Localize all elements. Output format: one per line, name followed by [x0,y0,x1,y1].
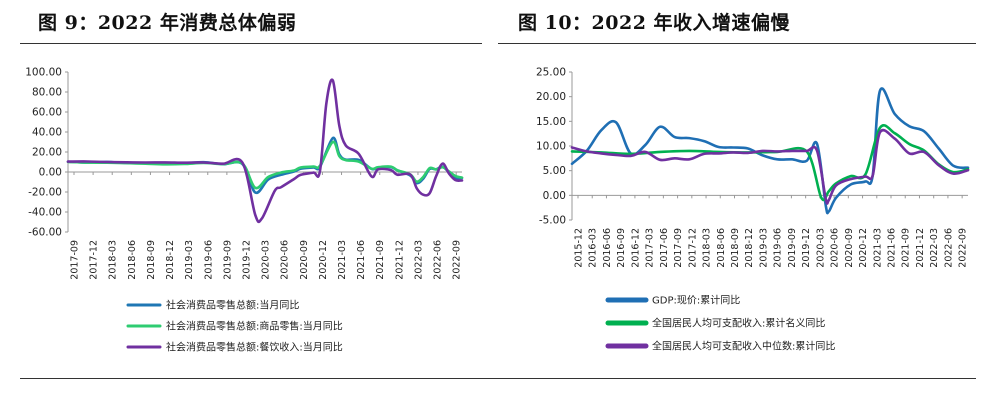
chart2-xtick-label: 2018-03 [702,228,713,268]
chart1-legend-label-1: 社会消费品零售总额:当月同比 [166,299,299,312]
chart1-xtick-label: 2022-03 [413,240,424,280]
chart2-xtick-label: 2021-12 [915,228,926,268]
chart2-ytick-label: 0.00 [543,190,566,202]
chart2-legend-label-1: GDP:现价:累计同比 [652,294,740,307]
chart1-xtick-label: 2021-06 [356,240,367,280]
chart2-ytick-label: 25.00 [536,67,566,79]
chart2-xtick-label: 2020-09 [844,228,855,268]
chart1-xtick-label: 2018-12 [165,240,176,280]
chart2-xtick-label: 2016-03 [588,228,599,268]
chart2-xtick-label: 2018-06 [716,228,727,268]
chart2-xtick-label: 2022-03 [929,228,940,268]
chart1-ytick-label: 40.00 [32,127,62,139]
chart2-top-rule [498,43,976,44]
chart1-xtick-label: 2017-09 [70,240,81,280]
chart1-xtick-label: 2020-03 [261,240,272,280]
chart2-xtick-label: 2020-03 [815,228,826,268]
chart2-title: 图 10：2022 年收入增速偏慢 [518,12,791,34]
chart1-legend-label-2: 社会消费品零售总额:商品零售:当月同比 [166,320,343,333]
chart2-xtick-label: 2019-12 [801,228,812,268]
chart1-ytick-label: 0.00 [39,167,62,179]
chart1-xtick-label: 2020-12 [318,240,329,280]
chart1-top-rule [20,43,482,44]
chart1-xtick-label: 2018-09 [146,240,157,280]
chart1-xtick-label: 2022-09 [452,240,463,280]
chart2-series-3-line [570,128,970,205]
chart1-xtick-label: 2020-06 [280,240,291,280]
chart2-xtick-label: 2021-06 [887,228,898,268]
chart2-xtick-label: 2017-09 [673,228,684,268]
chart1-xtick-label: 2020-09 [299,240,310,280]
chart1-title: 图 9：2022 年消费总体偏弱 [38,12,297,34]
chart2-xtick-label: 2015-12 [574,228,585,268]
chart1-xtick-label: 2017-12 [89,240,100,280]
chart2-xtick-label: 2019-09 [787,228,798,268]
chart1-ytick-label: 80.00 [32,87,62,99]
chart2-xtick-label: 2022-06 [943,228,954,268]
chart2-legend-label-2: 全国居民人均可支配收入:累计名义同比 [652,317,825,330]
chart2-xtick-label: 2022-09 [958,228,969,268]
chart2-xtick-label: 2017-03 [645,228,656,268]
chart2-xtick-label: 2019-06 [773,228,784,268]
chart2-ytick-label: 10.00 [536,141,566,153]
chart2-ytick-label: -5.00 [539,215,566,227]
chart1-ytick-label: 100.00 [25,67,62,79]
chart1-xtick-label: 2019-06 [203,240,214,280]
chart2-xtick-label: 2021-09 [901,228,912,268]
chart1-xtick-label: 2022-06 [433,240,444,280]
chart2-xtick-label: 2020-12 [858,228,869,268]
chart2-ytick-label: 5.00 [543,165,566,177]
chart1-series-3-line [66,78,464,224]
chart1-ytick-label: 20.00 [32,147,62,159]
chart2-ytick-label: 20.00 [536,91,566,103]
chart2-xtick-label: 2016-06 [602,228,613,268]
chart2-xtick-label: 2017-06 [659,228,670,268]
chart1-xtick-label: 2019-03 [184,240,195,280]
chart1-xtick-label: 2021-12 [394,240,405,280]
chart1-xtick-label: 2018-06 [127,240,138,280]
chart2-series-2-line [570,124,970,202]
chart2-series-1-line [570,87,970,215]
bottom-rule [20,378,976,379]
chart1-series-1-line [66,136,464,195]
chart1-xtick-label: 2021-09 [375,240,386,280]
chart1-legend-label-3: 社会消费品零售总额:餐饮收入:当月同比 [166,341,343,354]
chart2-xtick-label: 2016-09 [616,228,627,268]
chart2-ytick-label: 15.00 [536,116,566,128]
chart2-xtick-label: 2019-03 [758,228,769,268]
chart1-ytick-label: -20.00 [28,187,62,199]
chart2-xtick-label: 2016-12 [630,228,641,268]
chart2-legend-label-3: 全国居民人均可支配收入中位数:累计同比 [652,340,835,353]
chart1-xtick-label: 2021-03 [337,240,348,280]
chart1-xtick-label: 2019-12 [241,240,252,280]
chart1-ytick-label: -60.00 [28,227,62,239]
chart2-xtick-label: 2018-09 [730,228,741,268]
chart2-xtick-label: 2020-06 [830,228,841,268]
chart1-series-2-line [66,140,464,190]
chart1-ytick-label: 60.00 [32,107,62,119]
chart2-xtick-label: 2017-12 [687,228,698,268]
chart2-xtick-label: 2018-12 [744,228,755,268]
chart1-xtick-label: 2019-09 [222,240,233,280]
chart1-ytick-label: -40.00 [28,207,62,219]
chart2-xtick-label: 2021-03 [872,228,883,268]
chart1-xtick-label: 2018-03 [108,240,119,280]
